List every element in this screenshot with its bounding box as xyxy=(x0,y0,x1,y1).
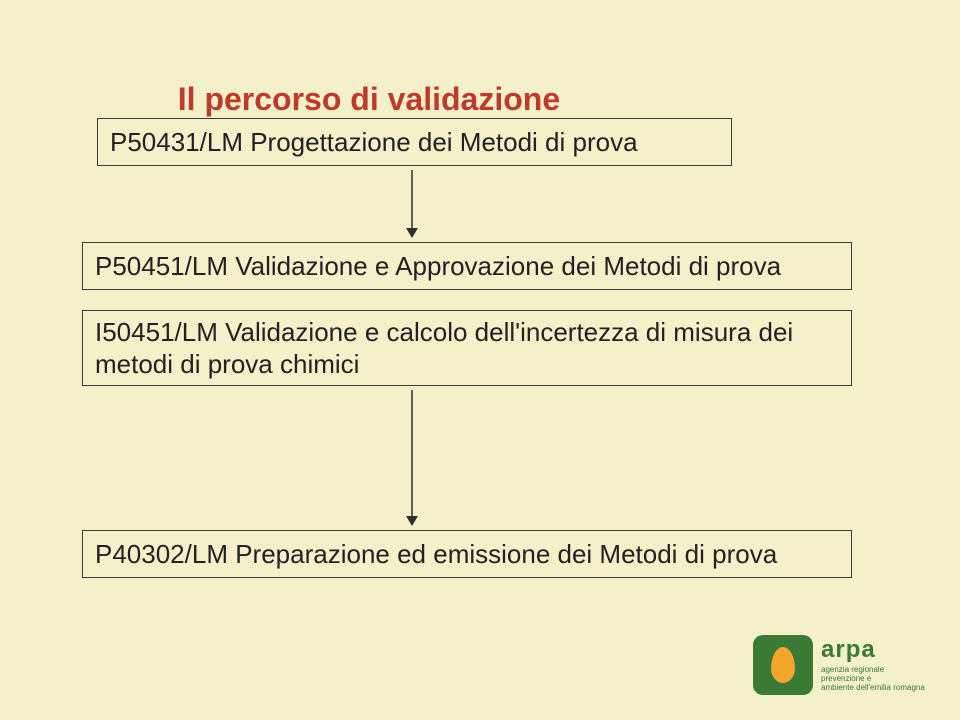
footer-logo: arpa agenzia regionaleprevenzione eambie… xyxy=(753,630,938,700)
slide-title: Il percorso di validazione xyxy=(160,44,560,118)
slide-title-text: Il percorso di validazione xyxy=(178,81,560,117)
flow-box-label: P50431/LM Progettazione dei Metodi di pr… xyxy=(110,126,638,159)
flow-box-label: P50451/LM Validazione e Approvazione dei… xyxy=(95,250,781,283)
logo-subtitle: agenzia regionaleprevenzione eambiente d… xyxy=(821,665,925,693)
logo-text: arpa agenzia regionaleprevenzione eambie… xyxy=(821,638,925,693)
leaf-icon xyxy=(771,647,795,683)
flow-box-label: P40302/LM Preparazione ed emissione dei … xyxy=(95,538,777,571)
logo-mark xyxy=(753,635,813,695)
flow-box-b2: P50451/LM Validazione e Approvazione dei… xyxy=(82,242,852,290)
flow-box-label: I50451/LM Validazione e calcolo dell'inc… xyxy=(95,316,839,381)
flow-arrow-a2 xyxy=(404,390,420,528)
flow-box-b3: I50451/LM Validazione e calcolo dell'inc… xyxy=(82,310,852,386)
logo-brand: arpa xyxy=(821,638,925,662)
flow-box-b1: P50431/LM Progettazione dei Metodi di pr… xyxy=(97,118,732,166)
flow-arrow-a1 xyxy=(404,170,420,240)
flow-box-b4: P40302/LM Preparazione ed emissione dei … xyxy=(82,530,852,578)
